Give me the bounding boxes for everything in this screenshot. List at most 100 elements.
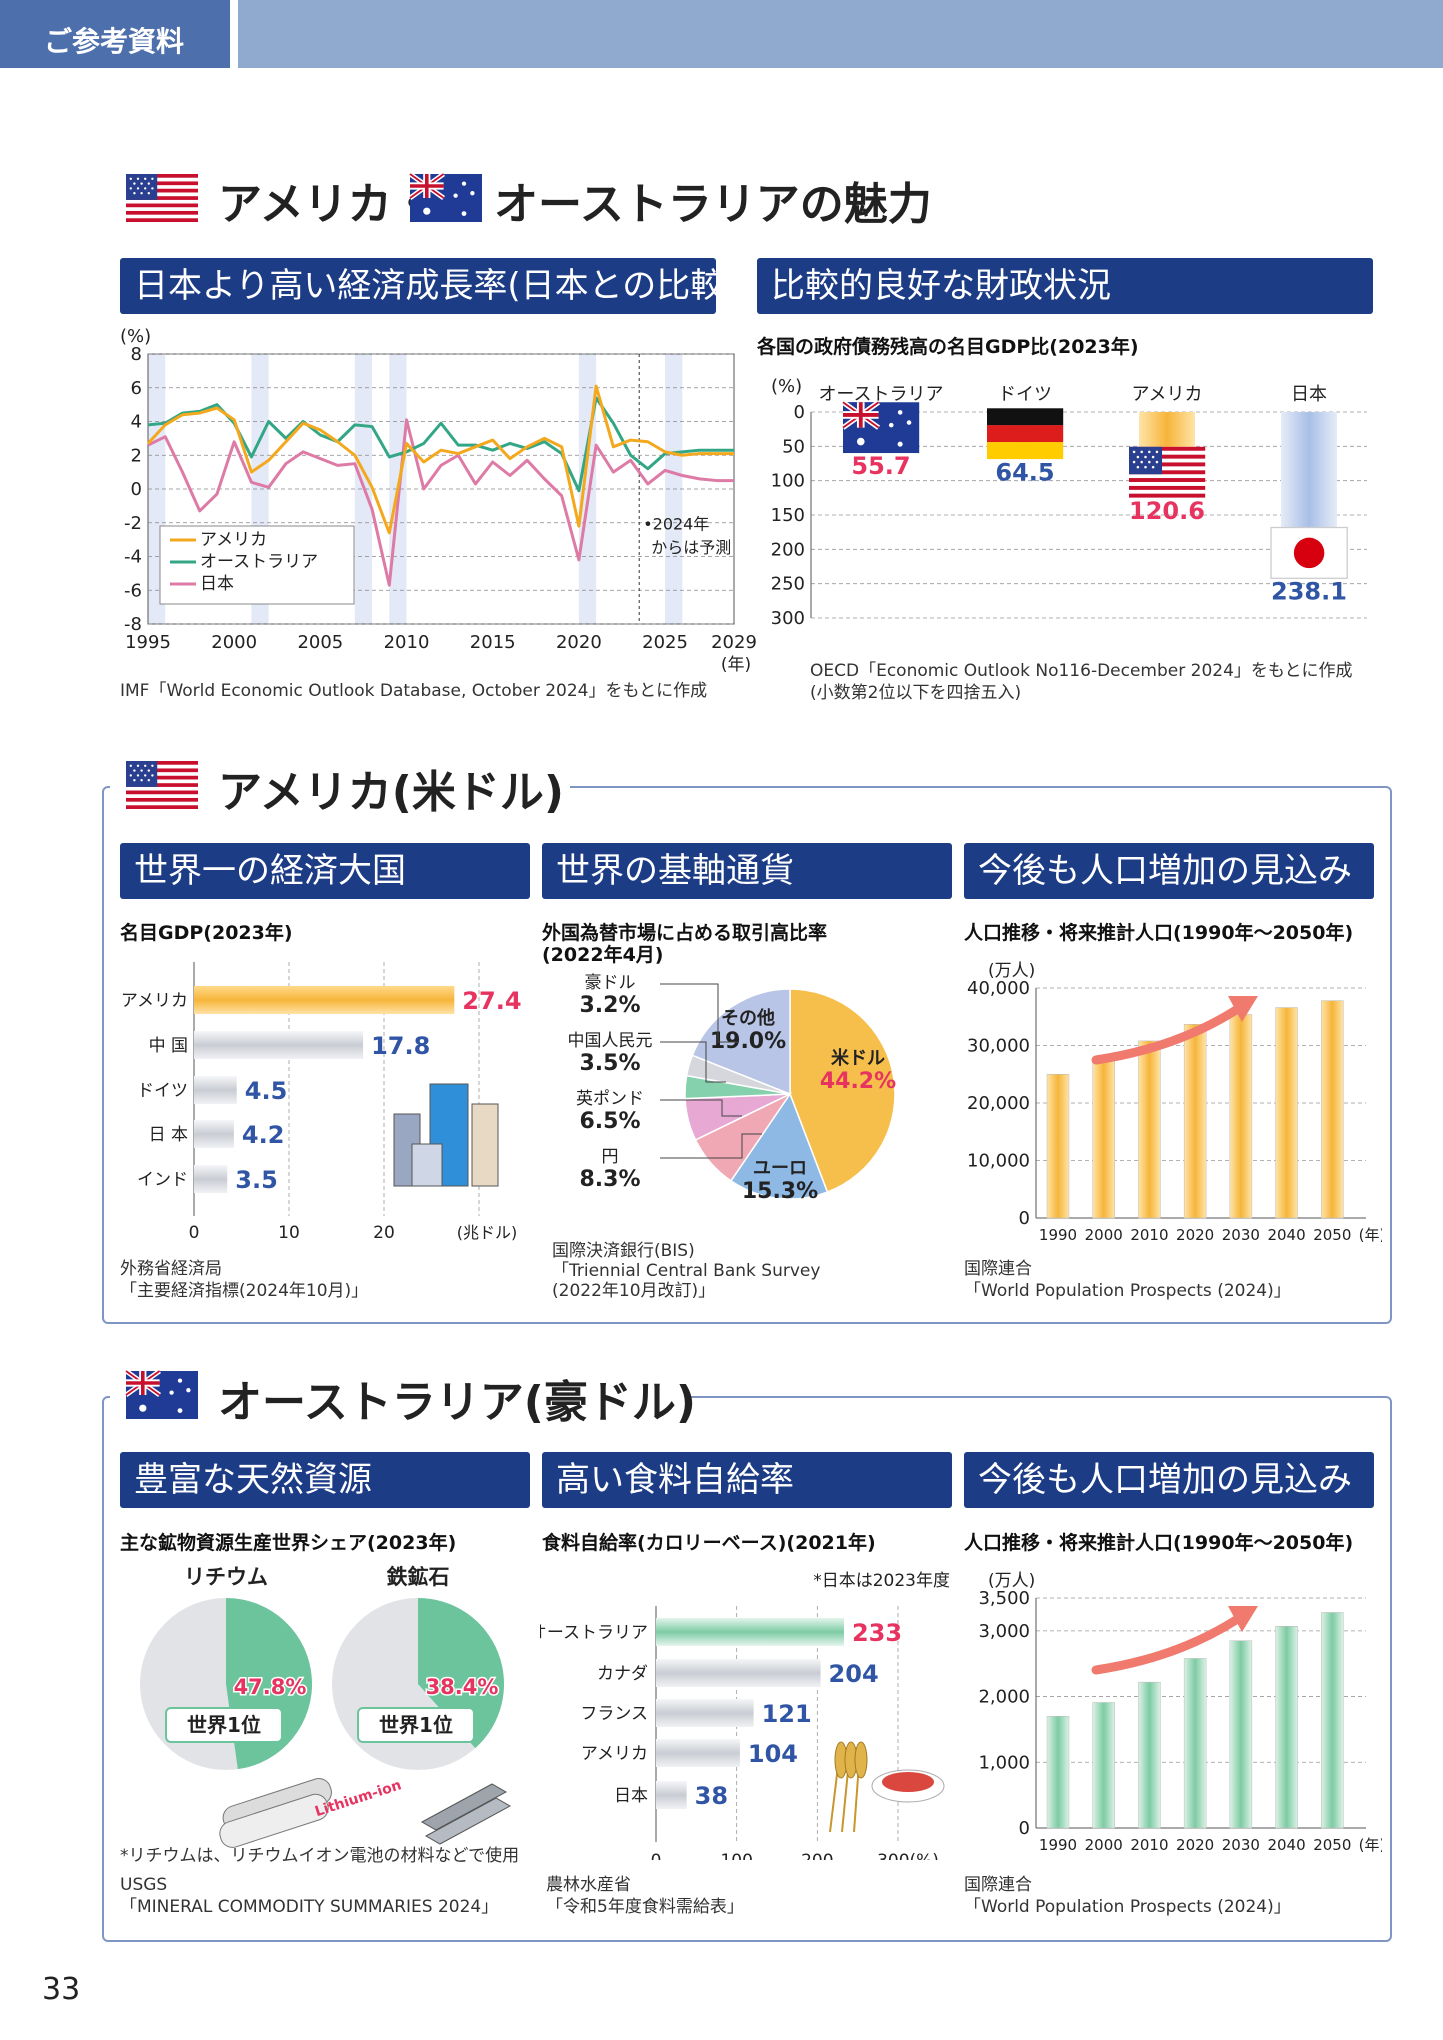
au-title-mask — [110, 1362, 690, 1432]
y-tick-label: -6 — [124, 580, 142, 601]
au-pop-source2: 「World Population Prospects (2024)」 — [964, 1897, 1291, 1917]
leader-line — [660, 1133, 762, 1159]
debt-heading: 比較的良好な財政状況 — [757, 258, 1373, 314]
au-res-subtitle: 主な鉱物資源生産世界シェア(2023年) — [120, 1532, 457, 1554]
y-unit-label: (万人) — [988, 961, 1035, 981]
forecast-note: からは予測 — [651, 538, 731, 557]
food-bar — [656, 1659, 821, 1687]
x-tick-label: 0 — [189, 1223, 200, 1243]
population-bar — [1275, 1007, 1298, 1219]
category-label: オーストラリア — [540, 1623, 648, 1643]
pie-title: リチウム — [184, 1565, 268, 1589]
x-tick-label: 2000 — [211, 632, 257, 653]
us-fx-source3: (2022年10月改訂)」 — [552, 1281, 716, 1301]
y-tick-label: 300 — [771, 608, 805, 629]
slice-label: 豪ドル — [585, 972, 636, 993]
y-tick-label: -4 — [124, 547, 142, 568]
x-tick-label: 2020 — [1176, 1836, 1214, 1854]
y-tick-label: 0 — [1019, 1208, 1030, 1229]
rank-label: 世界1位 — [379, 1713, 453, 1737]
category-label: フランス — [580, 1704, 648, 1724]
y-tick-label: 0 — [1019, 1818, 1030, 1839]
header-tab: ご参考資料 — [0, 0, 230, 68]
au-pop-subtitle: 人口推移・将来推計人口(1990年～2050年) — [964, 1532, 1354, 1554]
rank-label: 世界1位 — [187, 1713, 261, 1737]
gdp-bar — [194, 1120, 234, 1148]
population-bar — [1046, 1074, 1070, 1219]
debt-subtitle: 各国の政府債務残高の名目GDP比(2023年) — [757, 336, 1139, 358]
x-tick-label: 2000 — [1085, 1226, 1123, 1244]
footnote: *日本は2023年度 — [813, 1571, 950, 1591]
slice-label: ユーロ — [753, 1158, 807, 1179]
x-tick-label: 300(%) — [877, 1851, 939, 1860]
x-tick-label: 2029 — [711, 632, 756, 653]
y-tick-label: 250 — [771, 574, 805, 595]
x-tick-label: 2050 — [1313, 1226, 1351, 1244]
pie-slice — [691, 988, 791, 1096]
food-bar — [656, 1699, 754, 1727]
pie-slice — [729, 1092, 829, 1200]
au-res-source1: USGS — [120, 1875, 168, 1895]
y-tick-label: 150 — [771, 505, 805, 526]
category-label: アメリカ — [1131, 384, 1202, 405]
population-bar — [1229, 1640, 1253, 1829]
food-bar — [656, 1781, 687, 1809]
battery-icon: Lithium-ion — [219, 1777, 403, 1848]
us-section-box — [102, 786, 1392, 1324]
slice-label: 円 — [602, 1147, 619, 1167]
x-tick-label: 2010 — [1130, 1226, 1168, 1244]
value-label: 104 — [748, 1740, 798, 1768]
y-unit-label: (%) — [120, 326, 151, 347]
country-flag-icon — [1129, 446, 1206, 498]
population-bar — [1092, 1702, 1115, 1829]
y-tick-label: 3,500 — [978, 1588, 1030, 1609]
slice-label: その他 — [721, 1007, 775, 1029]
x-tick-label: 2040 — [1267, 1226, 1305, 1244]
x-unit-label: (兆ドル) — [457, 1223, 518, 1242]
au-pop-bar-chart: (万人) 0 1,000 2,000 3,000 3,500 1990 2000 2010 202… — [978, 1571, 1382, 1854]
y-tick-label: 30,000 — [967, 1036, 1030, 1057]
slice-value: 44.2% — [820, 1069, 896, 1094]
population-bar — [1046, 1716, 1070, 1829]
us-fx-source2: 「Triennial Central Bank Survey — [552, 1261, 821, 1281]
legend-label: アメリカ — [200, 530, 267, 550]
x-tick-label: 2030 — [1222, 1836, 1260, 1854]
slice-label: 英ポンド — [576, 1089, 644, 1109]
food-bar — [656, 1618, 844, 1646]
y-unit-label: (%) — [771, 376, 802, 397]
y-tick-label: 20,000 — [967, 1093, 1030, 1114]
population-bar — [1321, 1000, 1344, 1219]
us-pop-source2: 「World Population Prospects (2024)」 — [964, 1281, 1291, 1301]
value-label: 3.5 — [235, 1166, 278, 1194]
x-tick-label: 100 — [720, 1851, 752, 1860]
x-tick-label: 2040 — [1267, 1836, 1305, 1854]
pie-title: 鉄鉱石 — [387, 1565, 450, 1589]
population-bar — [1275, 1626, 1298, 1829]
series-line — [146, 384, 734, 535]
au-pop-heading: 今後も人口増加の見込み — [964, 1452, 1374, 1508]
gdp-bar — [194, 1165, 228, 1193]
x-unit-label: (年) — [1359, 1226, 1382, 1244]
category-label: 日本 — [614, 1786, 648, 1806]
x-tick-label: 2010 — [384, 632, 430, 653]
buildings-illustration — [393, 1083, 499, 1187]
x-tick-label: 1990 — [1039, 1836, 1077, 1854]
legend-label: オーストラリア — [200, 552, 318, 572]
trend-arrow-head — [1228, 996, 1258, 1022]
value-label: 121 — [762, 1700, 812, 1728]
us-fx-subtitle1: 外国為替市場に占める取引高比率 — [542, 922, 828, 944]
y-tick-label: 3,000 — [978, 1621, 1030, 1642]
us-pop-subtitle: 人口推移・将来推計人口(1990年～2050年) — [964, 922, 1354, 944]
us-fx-heading: 世界の基軸通貨 — [542, 843, 952, 899]
au-res-source2: 「MINERAL COMMODITY SUMMARIES 2024」 — [120, 1897, 499, 1917]
main-title-us: アメリカ・ — [218, 179, 436, 230]
population-bar — [1138, 1040, 1161, 1219]
pie-slice — [789, 988, 896, 1194]
y-tick-label: 50 — [782, 436, 805, 457]
y-tick-label: -8 — [124, 614, 142, 635]
x-unit-label: (年) — [1359, 1836, 1382, 1854]
us-gdp-bar-chart: アメリカ 27.4 中 国 17.8 ドイツ 4.5 日 本 4.2 インド 3.5 0 10 20 (兆… — [121, 962, 522, 1243]
category-label: 日本 — [1291, 384, 1327, 405]
y-tick-label: 0 — [794, 402, 805, 423]
au-res-note: *リチウムは、リチウムイオン電池の材料などで使用 — [120, 1846, 520, 1866]
